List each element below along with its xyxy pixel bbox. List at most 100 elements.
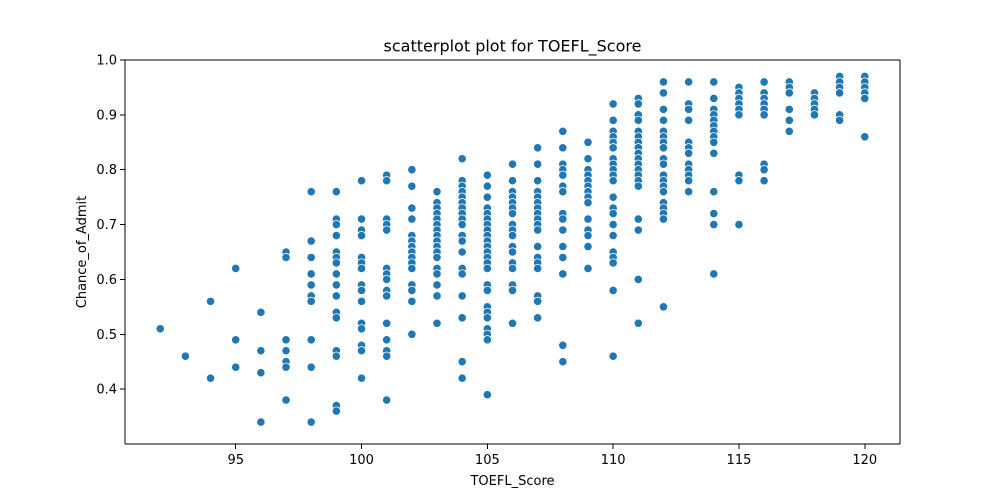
scatter-point	[784, 88, 794, 98]
x-tick-label: 115	[727, 453, 752, 468]
scatter-point	[407, 181, 417, 191]
scatter-point	[306, 269, 316, 279]
scatter-point	[658, 115, 669, 125]
scatter-point	[709, 209, 719, 219]
scatter-point	[407, 214, 417, 224]
scatter-point	[256, 307, 266, 317]
scatter-point	[205, 296, 216, 306]
scatter-point	[382, 291, 392, 301]
y-tick-label: 0.7	[96, 218, 117, 233]
scatter-point	[709, 77, 719, 87]
scatter-point	[356, 285, 367, 295]
scatter-point	[709, 148, 719, 158]
scatter-point	[558, 340, 568, 350]
scatter-point	[608, 209, 618, 219]
scatter-point	[784, 115, 794, 125]
scatter-point	[533, 143, 543, 153]
scatter-point	[608, 192, 618, 202]
scatter-point	[306, 236, 316, 246]
scatter-point	[583, 263, 593, 274]
y-tick-label: 0.4	[96, 383, 117, 398]
scatter-point	[356, 373, 367, 383]
scatter-point	[457, 269, 467, 279]
scatter-point	[759, 77, 769, 87]
scatter-point	[784, 104, 794, 114]
scatter-point	[382, 395, 392, 405]
scatter-point	[608, 99, 618, 109]
scatter-point	[331, 313, 341, 323]
scatter-point	[558, 269, 568, 279]
x-axis-label: TOEFL_Score	[469, 474, 554, 489]
scatter-point	[331, 258, 341, 268]
scatter-point	[356, 346, 367, 356]
scatter-point	[860, 132, 870, 142]
scatter-point	[507, 176, 518, 186]
scatter-point	[533, 296, 543, 306]
scatter-point	[684, 187, 694, 197]
scatter-point	[356, 214, 367, 224]
scatter-point	[608, 176, 618, 186]
scatter-point	[709, 93, 719, 104]
scatter-point	[331, 291, 341, 301]
scatter-point	[658, 302, 669, 312]
scatter-point	[507, 285, 518, 295]
plot-points	[155, 71, 870, 427]
scatter-point	[407, 263, 417, 274]
scatter-point	[658, 88, 669, 98]
scatter-point	[457, 357, 467, 367]
scatter-point	[684, 176, 694, 186]
scatter-point	[457, 373, 467, 383]
scatter-point	[331, 351, 341, 361]
y-axis-label: Chance_of_Admit	[75, 196, 90, 309]
scatter-point	[684, 148, 694, 158]
scatter-point	[432, 291, 442, 301]
scatter-point	[608, 143, 618, 153]
scatter-point	[331, 219, 341, 230]
scatter-point	[558, 214, 568, 224]
scatter-point	[734, 176, 744, 186]
scatter-point	[759, 165, 769, 175]
scatter-point	[608, 351, 618, 361]
scatter-point	[608, 285, 618, 295]
scatter-point	[507, 247, 518, 257]
scatter-point	[684, 115, 694, 125]
scatter-point	[331, 230, 341, 241]
scatter-point	[407, 203, 417, 213]
scatter-point	[734, 110, 744, 120]
y-tick-label: 0.6	[96, 273, 117, 288]
scatter-point	[205, 373, 216, 383]
scatter-point	[608, 219, 618, 230]
scatter-point	[633, 115, 643, 125]
scatter-point	[583, 214, 593, 224]
scatter-point	[759, 176, 769, 186]
scatter-point	[356, 296, 367, 306]
scatter-point	[583, 137, 593, 147]
y-tick-label: 0.8	[96, 163, 117, 178]
scatter-point	[306, 252, 316, 263]
scatter-point	[608, 258, 618, 268]
scatter-point	[306, 335, 316, 345]
x-tick-label: 100	[349, 453, 374, 468]
scatter-point	[306, 417, 316, 427]
scatter-point	[633, 274, 643, 285]
scatter-point	[281, 252, 291, 263]
scatter-point	[835, 88, 845, 98]
scatter-point	[608, 230, 618, 241]
axes	[124, 59, 901, 445]
scatter-point	[583, 230, 593, 241]
scatter-point	[482, 263, 492, 274]
scatter-point	[331, 269, 341, 279]
scatter-point	[533, 313, 543, 323]
scatter-point	[457, 219, 467, 230]
scatter-point	[507, 263, 518, 274]
y-tick-label: 0.5	[96, 328, 117, 343]
scatter-point	[658, 77, 669, 87]
scatter-point	[281, 362, 291, 372]
scatter-point	[155, 324, 165, 334]
scatter-point	[331, 280, 341, 290]
scatter-point	[507, 209, 518, 219]
scatter-point	[482, 390, 492, 400]
scatter-point	[407, 329, 417, 339]
